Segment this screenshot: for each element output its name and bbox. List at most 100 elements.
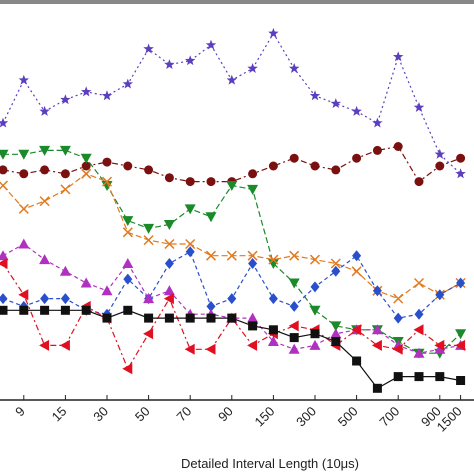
- marker: [0, 250, 9, 261]
- marker: [60, 305, 70, 315]
- marker: [393, 293, 404, 304]
- marker: [143, 293, 155, 304]
- marker: [122, 78, 134, 89]
- marker: [0, 258, 8, 269]
- marker: [0, 305, 8, 315]
- marker: [289, 300, 299, 312]
- marker: [351, 324, 362, 336]
- marker: [80, 277, 92, 288]
- x-tick-label: 15: [49, 404, 70, 425]
- marker: [206, 313, 216, 323]
- marker: [123, 305, 133, 315]
- marker: [163, 285, 175, 296]
- marker: [288, 278, 300, 289]
- marker: [331, 337, 341, 346]
- marker: [143, 43, 154, 54]
- marker: [413, 102, 425, 112]
- marker: [18, 203, 29, 214]
- marker: [371, 339, 382, 351]
- marker: [164, 258, 174, 269]
- marker: [102, 157, 112, 167]
- marker: [247, 339, 258, 351]
- series-line: [2, 145, 461, 183]
- marker: [456, 153, 466, 163]
- marker: [247, 184, 259, 195]
- marker: [434, 148, 446, 159]
- marker: [59, 265, 71, 276]
- marker: [352, 153, 362, 163]
- marker: [309, 339, 321, 350]
- series-line: [2, 32, 462, 175]
- marker: [330, 328, 342, 339]
- marker: [122, 227, 133, 238]
- marker: [247, 312, 259, 323]
- x-tick-label: 30: [90, 404, 111, 425]
- marker: [455, 339, 466, 351]
- marker: [144, 313, 154, 323]
- marker: [310, 161, 320, 171]
- marker: [205, 250, 217, 261]
- marker: [39, 105, 50, 116]
- marker: [227, 293, 237, 305]
- marker: [59, 339, 70, 351]
- x-axis-title: Detailed Interval Length (10μs): [181, 456, 359, 471]
- marker: [59, 145, 71, 156]
- marker: [122, 363, 133, 375]
- marker: [268, 325, 278, 335]
- marker: [372, 285, 382, 297]
- marker: [331, 265, 341, 277]
- marker: [184, 343, 195, 355]
- marker: [330, 98, 342, 109]
- marker: [60, 293, 70, 305]
- marker: [372, 383, 382, 393]
- marker: [18, 289, 29, 301]
- x-tick-label: 1500: [434, 404, 465, 435]
- marker: [40, 165, 50, 175]
- marker: [434, 339, 445, 351]
- marker: [289, 250, 300, 261]
- marker: [310, 281, 320, 293]
- marker: [39, 145, 51, 156]
- marker: [351, 105, 362, 116]
- marker: [0, 117, 9, 128]
- marker: [330, 321, 342, 332]
- marker: [101, 176, 113, 187]
- marker: [288, 343, 300, 354]
- marker: [185, 313, 195, 323]
- marker: [185, 177, 195, 187]
- marker: [101, 90, 113, 101]
- marker: [226, 181, 238, 191]
- marker: [309, 90, 321, 101]
- marker: [247, 250, 258, 261]
- marker: [184, 55, 196, 66]
- marker: [414, 372, 424, 382]
- marker: [143, 235, 154, 246]
- marker: [247, 63, 258, 73]
- marker: [268, 27, 279, 38]
- marker: [60, 169, 70, 179]
- marker: [414, 308, 424, 320]
- x-tick-label: 500: [335, 404, 361, 430]
- marker: [393, 142, 403, 151]
- marker: [101, 285, 113, 296]
- marker: [352, 250, 362, 262]
- marker: [0, 165, 8, 175]
- x-tick-label: 9: [12, 404, 28, 420]
- marker: [0, 149, 9, 160]
- marker: [456, 376, 466, 385]
- marker: [248, 258, 258, 269]
- marker: [206, 177, 216, 187]
- marker: [267, 336, 279, 346]
- marker: [309, 305, 321, 316]
- marker: [39, 196, 50, 207]
- marker: [164, 173, 174, 183]
- x-tick-label: 700: [376, 404, 402, 430]
- marker: [164, 238, 175, 250]
- marker: [413, 347, 425, 358]
- marker: [19, 305, 29, 315]
- marker: [81, 168, 92, 179]
- marker: [248, 169, 258, 179]
- x-tick-label: 150: [252, 404, 278, 430]
- marker: [205, 39, 217, 50]
- marker: [163, 220, 175, 230]
